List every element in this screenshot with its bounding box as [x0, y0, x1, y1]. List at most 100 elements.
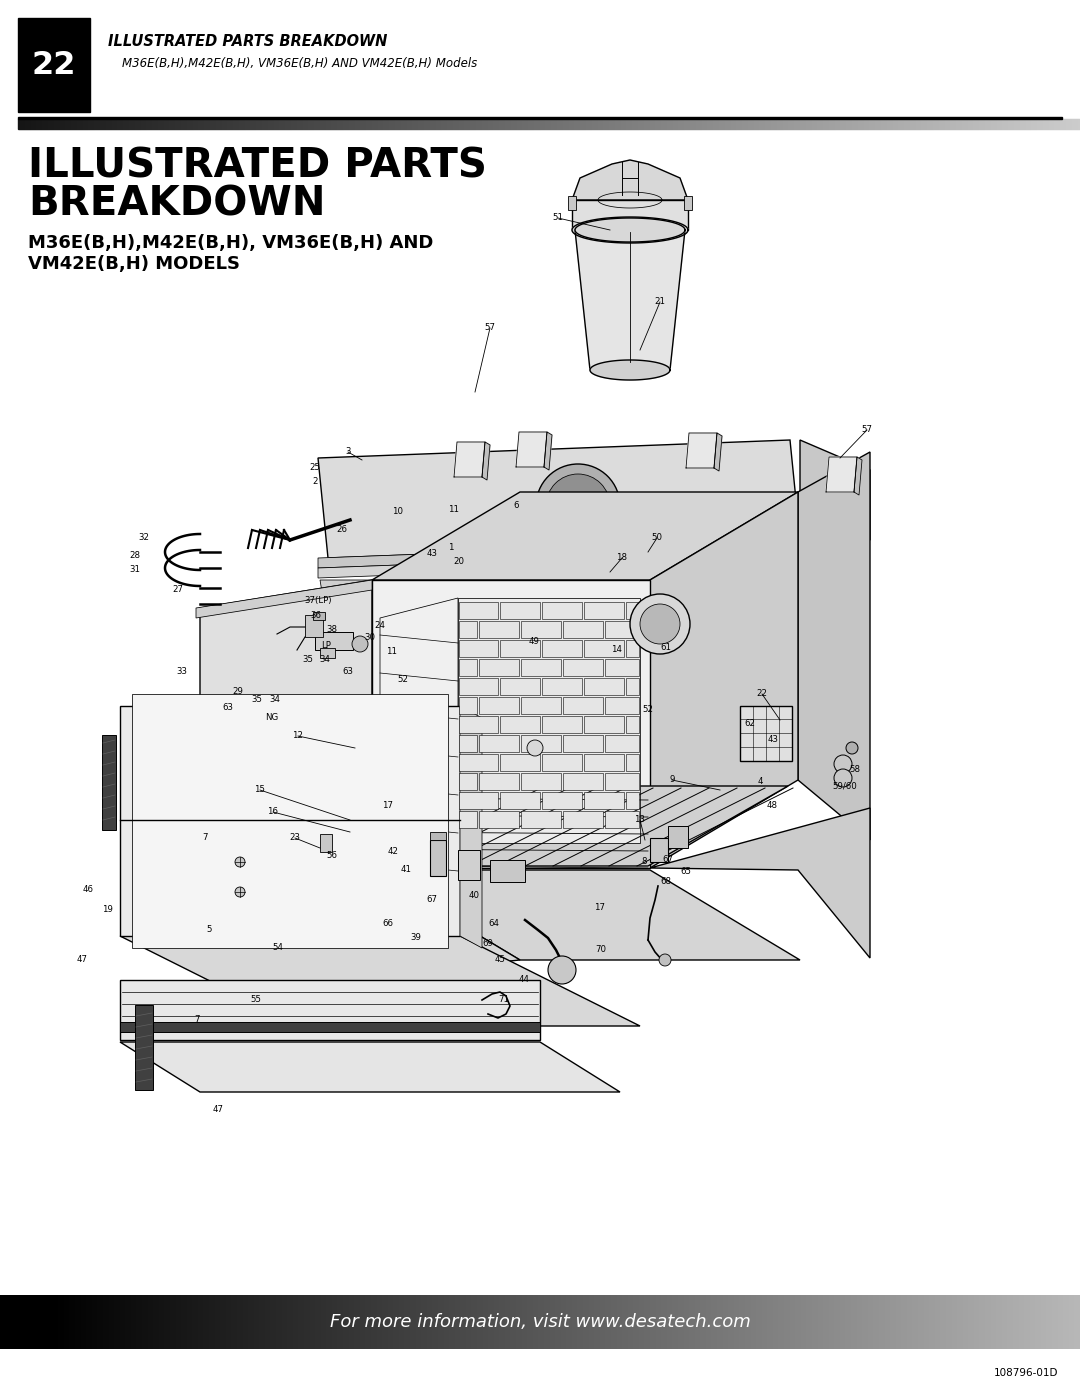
Bar	[563, 812, 603, 828]
Text: 52: 52	[397, 676, 408, 685]
Bar	[584, 678, 624, 694]
Text: 29: 29	[232, 687, 243, 697]
Polygon shape	[320, 592, 789, 604]
Text: 108796-01D: 108796-01D	[994, 1368, 1058, 1377]
Text: 22: 22	[756, 690, 768, 698]
Bar	[480, 659, 519, 676]
Bar	[459, 697, 477, 714]
Bar	[542, 754, 582, 771]
Polygon shape	[120, 705, 460, 936]
Text: 69: 69	[483, 940, 494, 949]
Bar	[521, 735, 561, 752]
Circle shape	[834, 754, 852, 773]
Text: 21: 21	[654, 298, 665, 306]
Text: 6: 6	[513, 502, 518, 510]
Polygon shape	[318, 440, 800, 557]
Bar	[521, 697, 561, 714]
Bar	[120, 1023, 540, 1032]
Text: 18: 18	[617, 553, 627, 563]
Text: ILLUSTRATED PARTS BREAKDOWN: ILLUSTRATED PARTS BREAKDOWN	[108, 35, 388, 49]
Polygon shape	[590, 360, 670, 380]
Bar	[605, 735, 639, 752]
Circle shape	[546, 474, 610, 538]
Bar	[584, 717, 624, 733]
Text: 12: 12	[293, 732, 303, 740]
Polygon shape	[120, 981, 540, 1039]
Text: 10: 10	[392, 507, 404, 517]
Circle shape	[640, 604, 680, 644]
Bar	[605, 812, 639, 828]
Polygon shape	[650, 807, 870, 958]
Bar	[650, 838, 669, 862]
Text: 40: 40	[469, 891, 480, 901]
Polygon shape	[372, 580, 650, 868]
Bar	[500, 602, 540, 619]
Polygon shape	[650, 492, 798, 868]
Text: 35: 35	[302, 655, 313, 665]
Bar	[459, 678, 498, 694]
Bar	[542, 678, 582, 694]
Circle shape	[235, 887, 245, 897]
Bar	[459, 602, 498, 619]
Text: 30: 30	[365, 633, 376, 643]
Text: 1: 1	[448, 543, 454, 552]
Bar	[459, 735, 477, 752]
Text: 32: 32	[138, 534, 149, 542]
Bar	[459, 659, 477, 676]
Text: 20: 20	[454, 557, 464, 567]
Text: 63: 63	[222, 704, 233, 712]
Text: 14: 14	[611, 645, 622, 655]
Bar	[480, 697, 519, 714]
Polygon shape	[132, 694, 448, 949]
Circle shape	[846, 742, 858, 754]
Polygon shape	[454, 441, 485, 476]
Text: 11: 11	[448, 506, 459, 514]
Polygon shape	[800, 440, 870, 541]
Polygon shape	[686, 433, 717, 468]
Bar	[102, 735, 116, 830]
Text: 17: 17	[382, 802, 393, 810]
Text: 48: 48	[767, 802, 778, 810]
Bar	[605, 697, 639, 714]
Text: 64: 64	[488, 919, 499, 929]
Polygon shape	[826, 457, 858, 492]
Bar	[320, 648, 335, 658]
Text: 54: 54	[272, 943, 283, 953]
Bar	[459, 622, 477, 638]
Text: 38: 38	[326, 626, 337, 634]
Polygon shape	[120, 1042, 620, 1092]
Bar	[500, 640, 540, 657]
Text: 17: 17	[594, 904, 606, 912]
Polygon shape	[482, 441, 490, 481]
Text: 58: 58	[850, 766, 861, 774]
Text: 22: 22	[31, 49, 77, 81]
Text: 43: 43	[768, 735, 779, 745]
Bar	[605, 659, 639, 676]
Bar	[480, 812, 519, 828]
Circle shape	[659, 954, 671, 965]
Polygon shape	[200, 580, 372, 894]
Bar	[584, 602, 624, 619]
Bar	[684, 196, 692, 210]
Circle shape	[536, 464, 620, 548]
Text: 34: 34	[320, 655, 330, 665]
Text: 11: 11	[387, 647, 397, 657]
Text: 33: 33	[176, 668, 188, 676]
Text: 9: 9	[670, 775, 675, 785]
Bar	[572, 200, 688, 231]
Bar	[459, 792, 498, 809]
Polygon shape	[798, 453, 870, 840]
Bar	[626, 754, 639, 771]
Bar	[320, 834, 332, 852]
Text: 35: 35	[252, 696, 262, 704]
Text: 67: 67	[427, 895, 437, 904]
Polygon shape	[544, 432, 552, 469]
Circle shape	[352, 636, 368, 652]
Text: 37(LP): 37(LP)	[305, 595, 332, 605]
Bar	[521, 773, 561, 789]
Polygon shape	[714, 433, 723, 471]
Text: 36: 36	[311, 612, 322, 620]
Bar	[626, 678, 639, 694]
Text: 55: 55	[251, 996, 261, 1004]
Text: 19: 19	[102, 905, 112, 915]
